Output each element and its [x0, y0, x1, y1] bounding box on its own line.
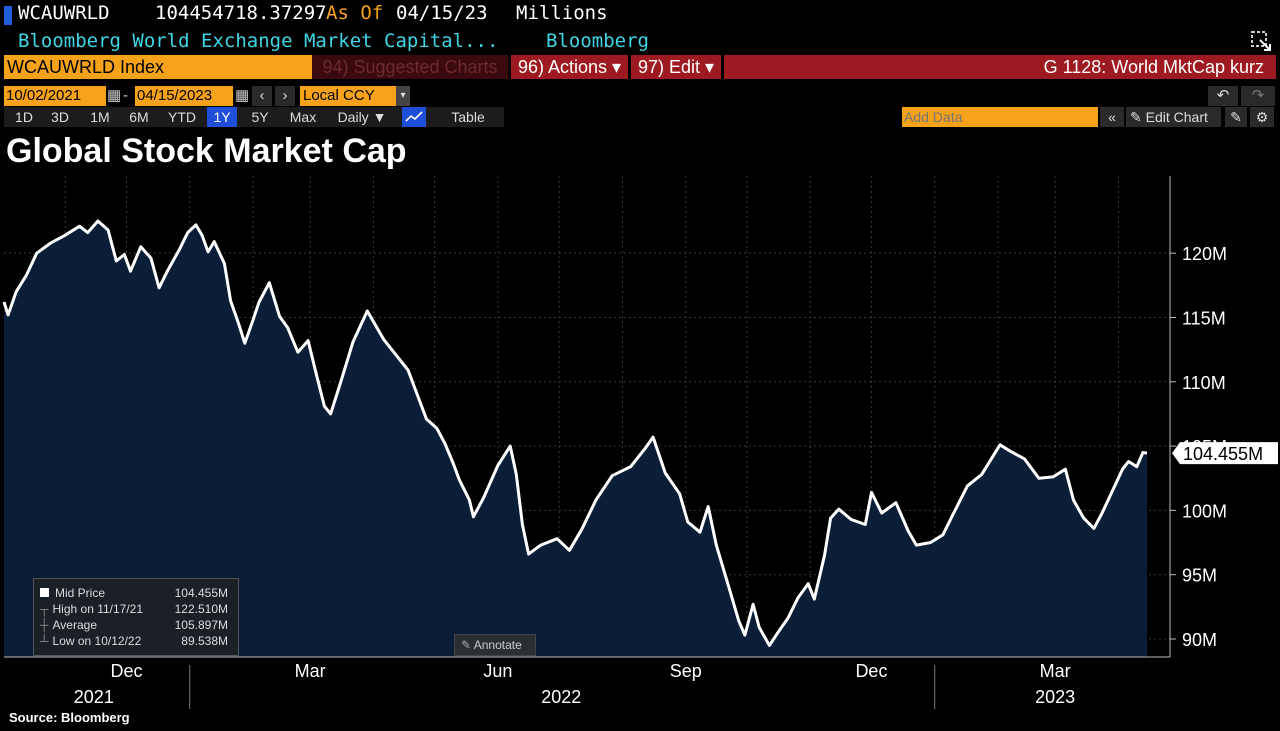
previous-period-icon[interactable]: ‹: [252, 86, 272, 106]
header-line: WCAUWRLD 104454718.37297 As Of 04/15/23 …: [0, 2, 1280, 28]
chart-title: Global Stock Market Cap: [6, 132, 407, 170]
x-year-label: 2023: [1035, 687, 1075, 707]
annotate-button[interactable]: ✎ Annotate: [454, 634, 536, 656]
mid-price-swatch: [40, 588, 49, 597]
high-marker-icon: ┬: [40, 602, 49, 616]
price-legend[interactable]: Mid Price 104.455M ┬ High on 11/17/21 122…: [33, 578, 239, 656]
edit-chart-label: Edit Chart: [1145, 109, 1208, 125]
legend-row-high: ┬ High on 11/17/21 122.510M: [40, 602, 232, 618]
legend-value: 89.538M: [181, 634, 228, 648]
y-tick-label: 95M: [1182, 566, 1217, 586]
x-month-label: Mar: [1040, 661, 1071, 681]
last-value-tag-shape: [1172, 442, 1278, 465]
source-note: Source: Bloomberg: [9, 710, 130, 725]
units-label: Millions: [516, 2, 608, 24]
period-5y[interactable]: 5Y: [251, 109, 269, 125]
y-tick-label: 120M: [1182, 244, 1227, 264]
security-description: Bloomberg World Exchange Market Capital.…: [18, 30, 499, 52]
chart-name-bar: G 1128: World MktCap kurz: [724, 55, 1276, 79]
x-year-label: 2022: [541, 687, 581, 707]
x-year-label: 2021: [74, 687, 114, 707]
end-calendar-icon[interactable]: ▦: [235, 87, 250, 104]
legend-label: Mid Price: [55, 586, 106, 600]
annotate-label: Annotate: [473, 638, 522, 652]
edit-chart-button[interactable]: ✎ Edit Chart: [1126, 107, 1221, 127]
y-axis-ticks: 90M95M100M105M110M115M120M: [1170, 244, 1227, 650]
period-ytd[interactable]: YTD: [168, 109, 196, 125]
x-month-label: Mar: [295, 661, 326, 681]
date-separator: -: [123, 87, 128, 104]
edit-series-icon[interactable]: ✎: [1225, 107, 1247, 127]
as-of-label: As Of: [326, 2, 384, 24]
data-source-label: Bloomberg: [546, 30, 649, 52]
average-marker-icon: ┼: [40, 618, 49, 632]
currency-dropdown-icon[interactable]: ▾: [396, 86, 410, 106]
legend-label: Low on 10/12/22: [52, 634, 142, 648]
legend-value: 104.455M: [174, 586, 228, 600]
frequency-select[interactable]: Daily ▼: [337, 109, 387, 125]
settings-gear-icon[interactable]: ⚙: [1250, 107, 1274, 127]
security-input[interactable]: WCAUWRLD Index: [4, 55, 312, 79]
legend-value: 122.510M: [174, 602, 228, 616]
as-of-date: 04/15/23: [396, 2, 488, 24]
x-month-label: Sep: [670, 661, 702, 681]
undo-icon[interactable]: ↶: [1208, 86, 1238, 106]
description-line: Bloomberg World Exchange Market Capital.…: [0, 30, 1280, 54]
y-tick-label: 115M: [1182, 308, 1226, 328]
chart-name: G 1128: World MktCap kurz: [1043, 57, 1264, 77]
period-6m[interactable]: 6M: [129, 109, 149, 125]
price-line: [2, 219, 1148, 647]
last-value: 104454718.37297: [155, 2, 327, 24]
legend-row-mid-price: Mid Price 104.455M: [40, 586, 232, 602]
last-value-tag: 104.455M: [1172, 442, 1278, 465]
popout-icon[interactable]: [1250, 30, 1274, 52]
pencil-icon: ✎: [1130, 109, 1142, 125]
line-chart-icon[interactable]: [402, 107, 426, 127]
y-tick-label: 90M: [1182, 630, 1217, 650]
x-axis-ticks: Dec Mar Jun Sep Dec Mar 2021 2022 2023: [74, 661, 1075, 709]
suggested-charts-button[interactable]: 94) Suggested Charts: [312, 55, 508, 79]
period-max[interactable]: Max: [289, 109, 317, 125]
actions-menu[interactable]: 96) Actions ▾: [511, 55, 628, 79]
start-calendar-icon[interactable]: ▦: [107, 87, 122, 104]
stock-market-cap-chart[interactable]: 90M95M100M105M110M115M120M DecMarJunSepD…: [0, 176, 1280, 711]
y-tick-label: 100M: [1182, 501, 1227, 521]
low-marker-icon: ┴: [40, 634, 49, 648]
end-date-input[interactable]: 04/15/2023: [135, 86, 233, 106]
price-area-fill: [4, 221, 1147, 657]
legend-value: 105.897M: [174, 618, 228, 632]
x-month-label: Dec: [855, 661, 887, 681]
collapse-icon[interactable]: «: [1100, 107, 1124, 127]
period-toolbar: [4, 107, 504, 127]
annotate-pencil-icon: ✎: [461, 638, 472, 652]
next-period-icon[interactable]: ›: [275, 86, 295, 106]
x-month-label: Dec: [110, 661, 142, 681]
period-1d[interactable]: 1D: [15, 109, 33, 125]
start-date-input[interactable]: 10/02/2021: [4, 86, 106, 106]
legend-row-average: ┼ Average 105.897M: [40, 618, 232, 634]
period-1m[interactable]: 1M: [90, 109, 110, 125]
edit-menu[interactable]: 97) Edit ▾: [631, 55, 721, 79]
currency-select[interactable]: Local CCY: [300, 86, 398, 106]
ticker-marker: [4, 6, 12, 25]
y-tick-label: 110M: [1182, 373, 1226, 393]
redo-icon[interactable]: ↷: [1241, 86, 1275, 106]
table-button[interactable]: Table: [451, 109, 485, 125]
legend-row-low: ┴ Low on 10/12/22 89.538M: [40, 634, 232, 650]
last-value-label: 104.455M: [1183, 444, 1263, 464]
legend-label: High on 11/17/21: [52, 602, 144, 616]
period-1y[interactable]: 1Y: [207, 107, 237, 127]
add-data-input[interactable]: [902, 107, 1098, 127]
x-month-label: Jun: [483, 661, 512, 681]
period-3d[interactable]: 3D: [51, 109, 69, 125]
legend-label: Average: [52, 618, 97, 632]
ticker-code: WCAUWRLD: [18, 2, 110, 24]
